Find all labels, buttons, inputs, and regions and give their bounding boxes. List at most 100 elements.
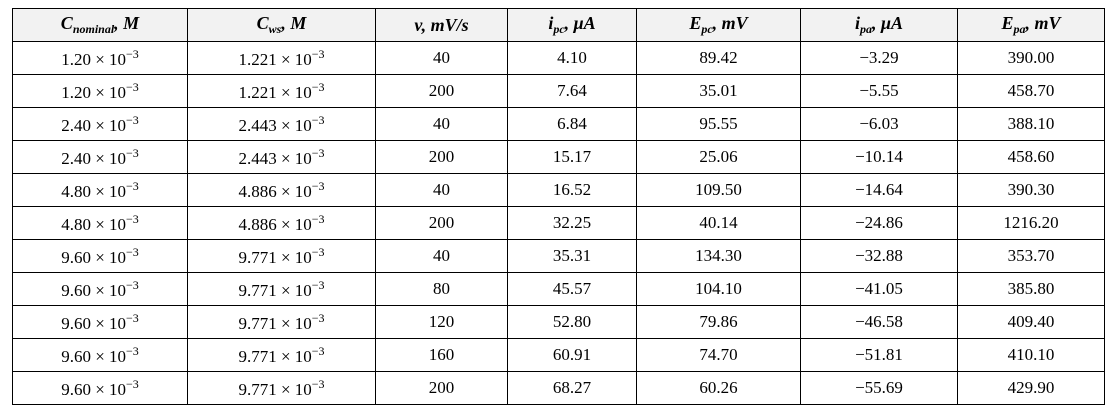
table-cell: 9.771 × 10−3: [187, 371, 376, 405]
table-cell: −46.58: [800, 305, 958, 339]
cell-base: 9.771 × 10: [238, 247, 312, 267]
table-cell: 7.64: [507, 74, 637, 108]
cell-exponent: −3: [126, 376, 139, 391]
table-cell: 9.60 × 10−3: [12, 239, 188, 273]
table-cell: 4.10: [507, 41, 637, 75]
cell-exponent: −3: [311, 277, 325, 292]
header-unit: , mV: [712, 13, 748, 33]
table-cell: 9.60 × 10−3: [12, 371, 188, 405]
table-cell: 1.20 × 10−3: [12, 41, 188, 75]
table-cell: 9.771 × 10−3: [187, 305, 376, 339]
table-cell: 410.10: [957, 338, 1105, 372]
cell-exponent: −3: [311, 310, 325, 325]
table-cell: 2.40 × 10−3: [12, 107, 188, 141]
header-symbol: i: [548, 13, 554, 33]
cell-exponent: −3: [126, 46, 139, 61]
cell-exponent: −3: [311, 112, 325, 127]
table-cell: 16.52: [507, 173, 637, 207]
table-cell: 89.42: [636, 41, 801, 75]
table-cell: 200: [375, 206, 508, 240]
cell-exponent: −3: [311, 79, 325, 94]
header-subscript: pa: [1013, 22, 1026, 36]
table-row: 9.60 × 10−3 9.771 × 10−3 120 52.80 79.86 −46.…: [12, 305, 1105, 339]
table-row: 4.80 × 10−3 4.886 × 10−3 200 32.25 40.14 −24.…: [12, 206, 1105, 240]
table-row: 9.60 × 10−3 9.771 × 10−3 40 35.31 134.30 −32.…: [12, 239, 1105, 273]
table-body: 1.20 × 10−3 1.221 × 10−3 40 4.10 89.42 −3.29 3…: [12, 41, 1105, 405]
cell-base: 4.886 × 10: [238, 181, 312, 201]
header-subscript: pa: [859, 22, 872, 36]
cell-exponent: −3: [311, 145, 325, 160]
table-row: 9.60 × 10−3 9.771 × 10−3 80 45.57 104.10 −41.…: [12, 272, 1105, 306]
cell-base: 9.771 × 10: [238, 346, 312, 366]
table-cell: 9.771 × 10−3: [187, 272, 376, 306]
cell-base: 9.771 × 10: [238, 379, 312, 399]
cell-base: 9.60 × 10: [61, 346, 127, 366]
table-cell: −6.03: [800, 107, 958, 141]
table-cell: 40: [375, 41, 508, 75]
header-unit: , mV: [1025, 13, 1061, 33]
table-cell: 9.60 × 10−3: [12, 338, 188, 372]
header-unit: , μA: [564, 13, 596, 33]
table-cell: 390.00: [957, 41, 1105, 75]
table-cell: 9.771 × 10−3: [187, 338, 376, 372]
table-cell: 40: [375, 173, 508, 207]
table-cell: −24.86: [800, 206, 958, 240]
table-cell: 35.31: [507, 239, 637, 273]
cell-base: 2.40 × 10: [61, 115, 127, 135]
table-cell: 134.30: [636, 239, 801, 273]
cell-exponent: −3: [126, 244, 139, 259]
table-cell: 60.91: [507, 338, 637, 372]
table-cell: 385.80: [957, 272, 1105, 306]
header-cell: Epa, mV: [957, 8, 1105, 42]
table-cell: 95.55: [636, 107, 801, 141]
cell-base: 4.80 × 10: [61, 214, 127, 234]
table-cell: 45.57: [507, 272, 637, 306]
table-row: 1.20 × 10−3 1.221 × 10−3 40 4.10 89.42 −3.29 3…: [12, 41, 1105, 75]
table-cell: 35.01: [636, 74, 801, 108]
cell-base: 9.771 × 10: [238, 280, 312, 300]
header-cell: ipc, μA: [507, 8, 637, 42]
cell-base: 9.60 × 10: [61, 379, 127, 399]
table-cell: 1.221 × 10−3: [187, 74, 376, 108]
table-cell: −3.29: [800, 41, 958, 75]
table-row: 1.20 × 10−3 1.221 × 10−3 200 7.64 35.01 −5.55…: [12, 74, 1105, 108]
cell-exponent: −3: [311, 244, 325, 259]
table-cell: 409.40: [957, 305, 1105, 339]
table-row: 2.40 × 10−3 2.443 × 10−3 200 15.17 25.06 −10.…: [12, 140, 1105, 174]
cell-exponent: −3: [126, 112, 139, 127]
cell-base: 9.60 × 10: [61, 313, 127, 333]
table-cell: −32.88: [800, 239, 958, 273]
cell-base: 2.40 × 10: [61, 148, 127, 168]
cell-exponent: −3: [126, 145, 139, 160]
cell-base: 9.771 × 10: [238, 313, 312, 333]
table-cell: 52.80: [507, 305, 637, 339]
table-cell: −10.14: [800, 140, 958, 174]
header-cell: Cws, M: [187, 8, 376, 42]
table-cell: 25.06: [636, 140, 801, 174]
header-cell: ipa, μA: [800, 8, 958, 42]
table-cell: −14.64: [800, 173, 958, 207]
table-row: 2.40 × 10−3 2.443 × 10−3 40 6.84 95.55 −6.03 3…: [12, 107, 1105, 141]
header-unit: , M: [281, 13, 307, 33]
header-cell: Cnominal, M: [12, 8, 188, 42]
header-cell: Epc, mV: [636, 8, 801, 42]
table-cell: 40: [375, 239, 508, 273]
table-cell: 9.60 × 10−3: [12, 272, 188, 306]
cell-base: 9.60 × 10: [61, 280, 127, 300]
cell-exponent: −3: [311, 211, 325, 226]
table-cell: 109.50: [636, 173, 801, 207]
table-cell: −41.05: [800, 272, 958, 306]
cell-base: 1.20 × 10: [61, 49, 127, 69]
cell-base: 9.60 × 10: [61, 247, 127, 267]
table-cell: 4.886 × 10−3: [187, 206, 376, 240]
table-row: 9.60 × 10−3 9.771 × 10−3 200 68.27 60.26 −55.…: [12, 371, 1105, 405]
header-subscript: pc: [553, 22, 565, 36]
header-symbol: E: [1001, 13, 1014, 33]
table-cell: 32.25: [507, 206, 637, 240]
cell-exponent: −3: [126, 178, 139, 193]
table-cell: −5.55: [800, 74, 958, 108]
table-cell: 353.70: [957, 239, 1105, 273]
